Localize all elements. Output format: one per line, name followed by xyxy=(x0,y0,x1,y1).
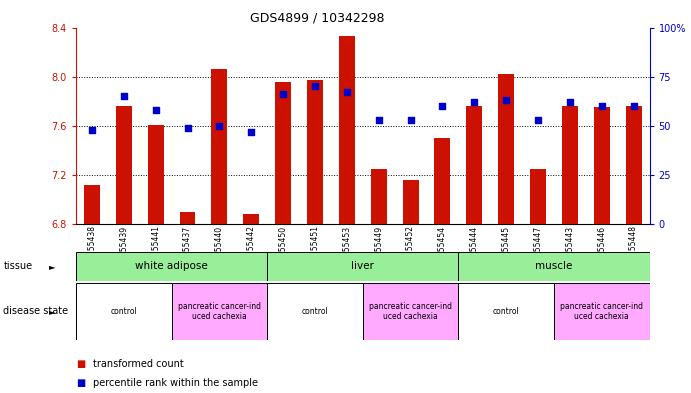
Bar xyxy=(458,283,554,340)
Bar xyxy=(458,252,650,281)
Bar xyxy=(76,252,267,281)
Text: pancreatic cancer-ind
uced cachexia: pancreatic cancer-ind uced cachexia xyxy=(178,302,261,321)
Point xyxy=(150,107,161,113)
Bar xyxy=(498,74,514,224)
Bar xyxy=(171,283,267,340)
Text: tissue: tissue xyxy=(3,261,32,271)
Bar xyxy=(307,80,323,224)
Point xyxy=(278,91,289,97)
Text: control: control xyxy=(493,307,520,316)
Point xyxy=(214,123,225,129)
Bar xyxy=(243,214,259,224)
Text: ■: ■ xyxy=(76,378,85,388)
Bar xyxy=(435,138,451,224)
Bar xyxy=(211,69,227,224)
Text: muscle: muscle xyxy=(536,261,573,271)
Bar xyxy=(363,283,458,340)
Text: control: control xyxy=(301,307,328,316)
Point xyxy=(310,83,321,90)
Bar xyxy=(403,180,419,224)
Bar xyxy=(466,106,482,224)
Point xyxy=(596,103,607,109)
Bar xyxy=(267,252,458,281)
Point xyxy=(468,99,480,105)
Bar xyxy=(625,106,641,224)
Text: pancreatic cancer-ind
uced cachexia: pancreatic cancer-ind uced cachexia xyxy=(560,302,643,321)
Text: transformed count: transformed count xyxy=(93,358,184,369)
Point xyxy=(405,117,416,123)
Text: white adipose: white adipose xyxy=(135,261,208,271)
Text: GDS4899 / 10342298: GDS4899 / 10342298 xyxy=(249,12,384,25)
Bar xyxy=(180,212,196,224)
Point xyxy=(565,99,576,105)
Bar xyxy=(530,169,546,224)
Point xyxy=(86,127,97,133)
Point xyxy=(341,89,352,95)
Bar xyxy=(84,185,100,224)
Point xyxy=(373,117,384,123)
Text: ►: ► xyxy=(48,262,55,271)
Point xyxy=(246,129,257,135)
Text: ■: ■ xyxy=(76,358,85,369)
Text: percentile rank within the sample: percentile rank within the sample xyxy=(93,378,258,388)
Bar xyxy=(562,106,578,224)
Text: ►: ► xyxy=(48,307,55,316)
Text: disease state: disease state xyxy=(3,307,68,316)
Bar xyxy=(371,169,387,224)
Point xyxy=(118,93,129,99)
Text: control: control xyxy=(111,307,138,316)
Point xyxy=(182,125,193,131)
Text: liver: liver xyxy=(351,261,375,271)
Text: pancreatic cancer-ind
uced cachexia: pancreatic cancer-ind uced cachexia xyxy=(369,302,452,321)
Point xyxy=(628,103,639,109)
Bar xyxy=(116,106,132,224)
Point xyxy=(500,97,511,103)
Bar xyxy=(339,36,354,224)
Bar xyxy=(148,125,164,224)
Bar xyxy=(275,82,291,224)
Bar xyxy=(594,107,609,224)
Point xyxy=(533,117,544,123)
Bar xyxy=(267,283,363,340)
Bar xyxy=(554,283,650,340)
Point xyxy=(437,103,448,109)
Bar xyxy=(76,283,171,340)
